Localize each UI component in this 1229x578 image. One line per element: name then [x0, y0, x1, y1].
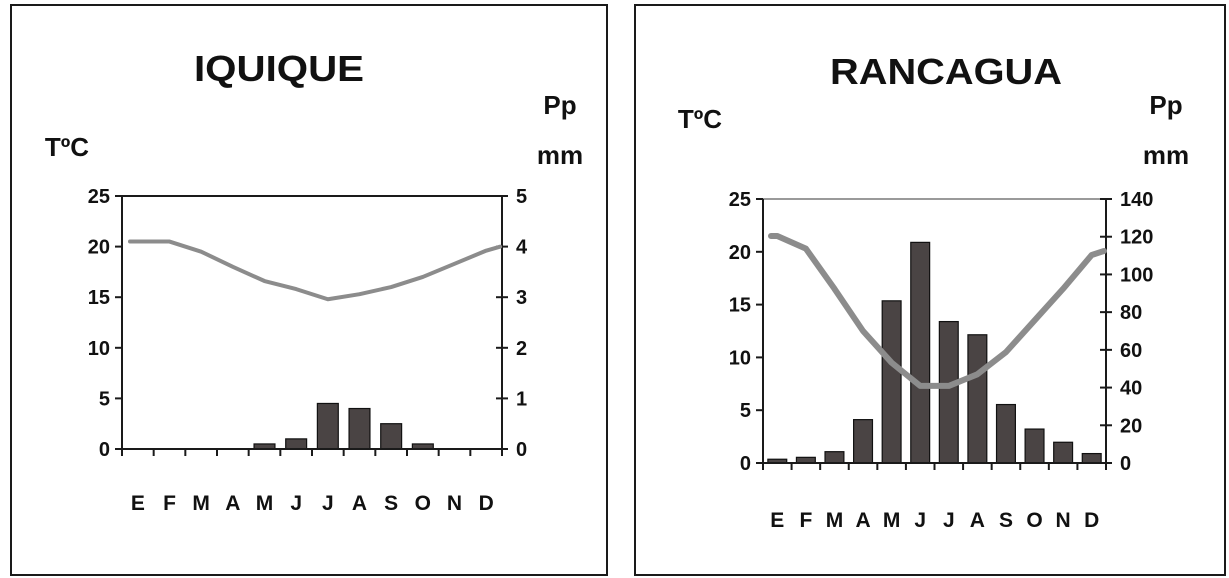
- chart-title: RANCAGUA: [830, 51, 1062, 92]
- left-tick-label: 0: [740, 453, 751, 475]
- month-label: M: [883, 509, 901, 532]
- right-axis-title-line1: Pp: [1149, 90, 1182, 120]
- left-tick-label: 5: [740, 400, 751, 422]
- left-tick-label: 10: [729, 347, 751, 369]
- precip-bar-J: [938, 320, 959, 464]
- right-tick-label: 4: [516, 237, 528, 259]
- month-label: D: [479, 492, 494, 515]
- left-tick-label: 25: [88, 186, 110, 208]
- month-label: A: [225, 492, 240, 515]
- left-tick-label: 25: [729, 189, 751, 211]
- right-tick-label: 140: [1120, 189, 1153, 211]
- precip-bar-S: [995, 403, 1016, 464]
- month-label: N: [1056, 509, 1071, 532]
- right-tick-label: 80: [1120, 302, 1142, 324]
- precip-bar-J: [285, 438, 308, 450]
- month-label: M: [192, 492, 210, 515]
- right-tick-label: 40: [1120, 378, 1142, 400]
- precip-bar-N: [1053, 441, 1074, 464]
- precip-bar-O: [1024, 428, 1045, 464]
- right-tick-label: 1: [516, 388, 527, 410]
- precip-bar-A: [967, 334, 988, 464]
- temperature-line: [768, 232, 1107, 389]
- month-label: M: [256, 492, 274, 515]
- month-label: J: [322, 492, 334, 515]
- right-axis-title-line2: mm: [1143, 140, 1189, 170]
- left-tick-label: 0: [99, 439, 110, 461]
- month-label: A: [970, 509, 985, 532]
- right-tick-label: 20: [1120, 415, 1142, 437]
- left-tick-label: 20: [88, 237, 110, 259]
- left-tick-label: 5: [99, 388, 110, 410]
- month-label: S: [384, 492, 398, 515]
- right-tick-label: 2: [516, 338, 527, 360]
- climate-chart-iquique: IQUIQUE TºC Pp mm 0 5 10 15 20 25 0 1 2 3 4 5 E F M A M J J A S O…: [10, 4, 608, 576]
- right-tick-label: 0: [516, 439, 527, 461]
- precip-bar-M: [824, 451, 845, 464]
- month-label: M: [826, 509, 844, 532]
- right-tick-label: 5: [516, 186, 527, 208]
- chart-title: IQUIQUE: [194, 48, 364, 89]
- right-tick-label: 60: [1120, 340, 1142, 362]
- right-tick-label: 3: [516, 287, 527, 309]
- precip-bar-J: [910, 241, 931, 464]
- precip-bar-D: [1081, 452, 1102, 464]
- precip-bar-J: [316, 402, 339, 450]
- month-label: O: [415, 492, 431, 515]
- month-label: E: [770, 509, 784, 532]
- climate-chart-rancagua: RANCAGUA TºC Pp mm 0 5 10 15 20 25 0 20 40 60 80 100 120…: [634, 4, 1226, 576]
- right-tick-label: 120: [1120, 227, 1153, 249]
- month-label: J: [943, 509, 955, 532]
- left-axis-title: TºC: [45, 132, 89, 162]
- left-tick-label: 10: [88, 338, 110, 360]
- month-label: F: [163, 492, 176, 515]
- left-axis-title: TºC: [678, 104, 722, 134]
- month-label: J: [290, 492, 302, 515]
- precip-bar-M: [881, 300, 902, 464]
- month-label: S: [999, 509, 1013, 532]
- precip-bar-A: [853, 419, 874, 464]
- precip-bar-A: [348, 407, 371, 450]
- month-label: F: [799, 509, 812, 532]
- month-label: A: [352, 492, 367, 515]
- right-axis-title-line2: mm: [537, 140, 583, 170]
- month-label: N: [447, 492, 462, 515]
- right-axis-title-line1: Pp: [543, 90, 576, 120]
- month-label: A: [855, 509, 870, 532]
- month-label: E: [131, 492, 145, 515]
- month-label: D: [1084, 509, 1099, 532]
- right-tick-label: 100: [1120, 264, 1153, 286]
- month-label: J: [914, 509, 926, 532]
- right-tick-label: 0: [1120, 453, 1131, 475]
- left-tick-label: 15: [88, 287, 110, 309]
- left-tick-label: 15: [729, 295, 751, 317]
- rancagua-chart-svg: RANCAGUA TºC Pp mm 0 5 10 15 20 25 0 20 40 60 80 100 120…: [678, 51, 1189, 532]
- left-tick-label: 20: [729, 242, 751, 264]
- precip-bar-S: [380, 423, 403, 450]
- month-label: O: [1026, 509, 1042, 532]
- temperature-line: [128, 239, 502, 302]
